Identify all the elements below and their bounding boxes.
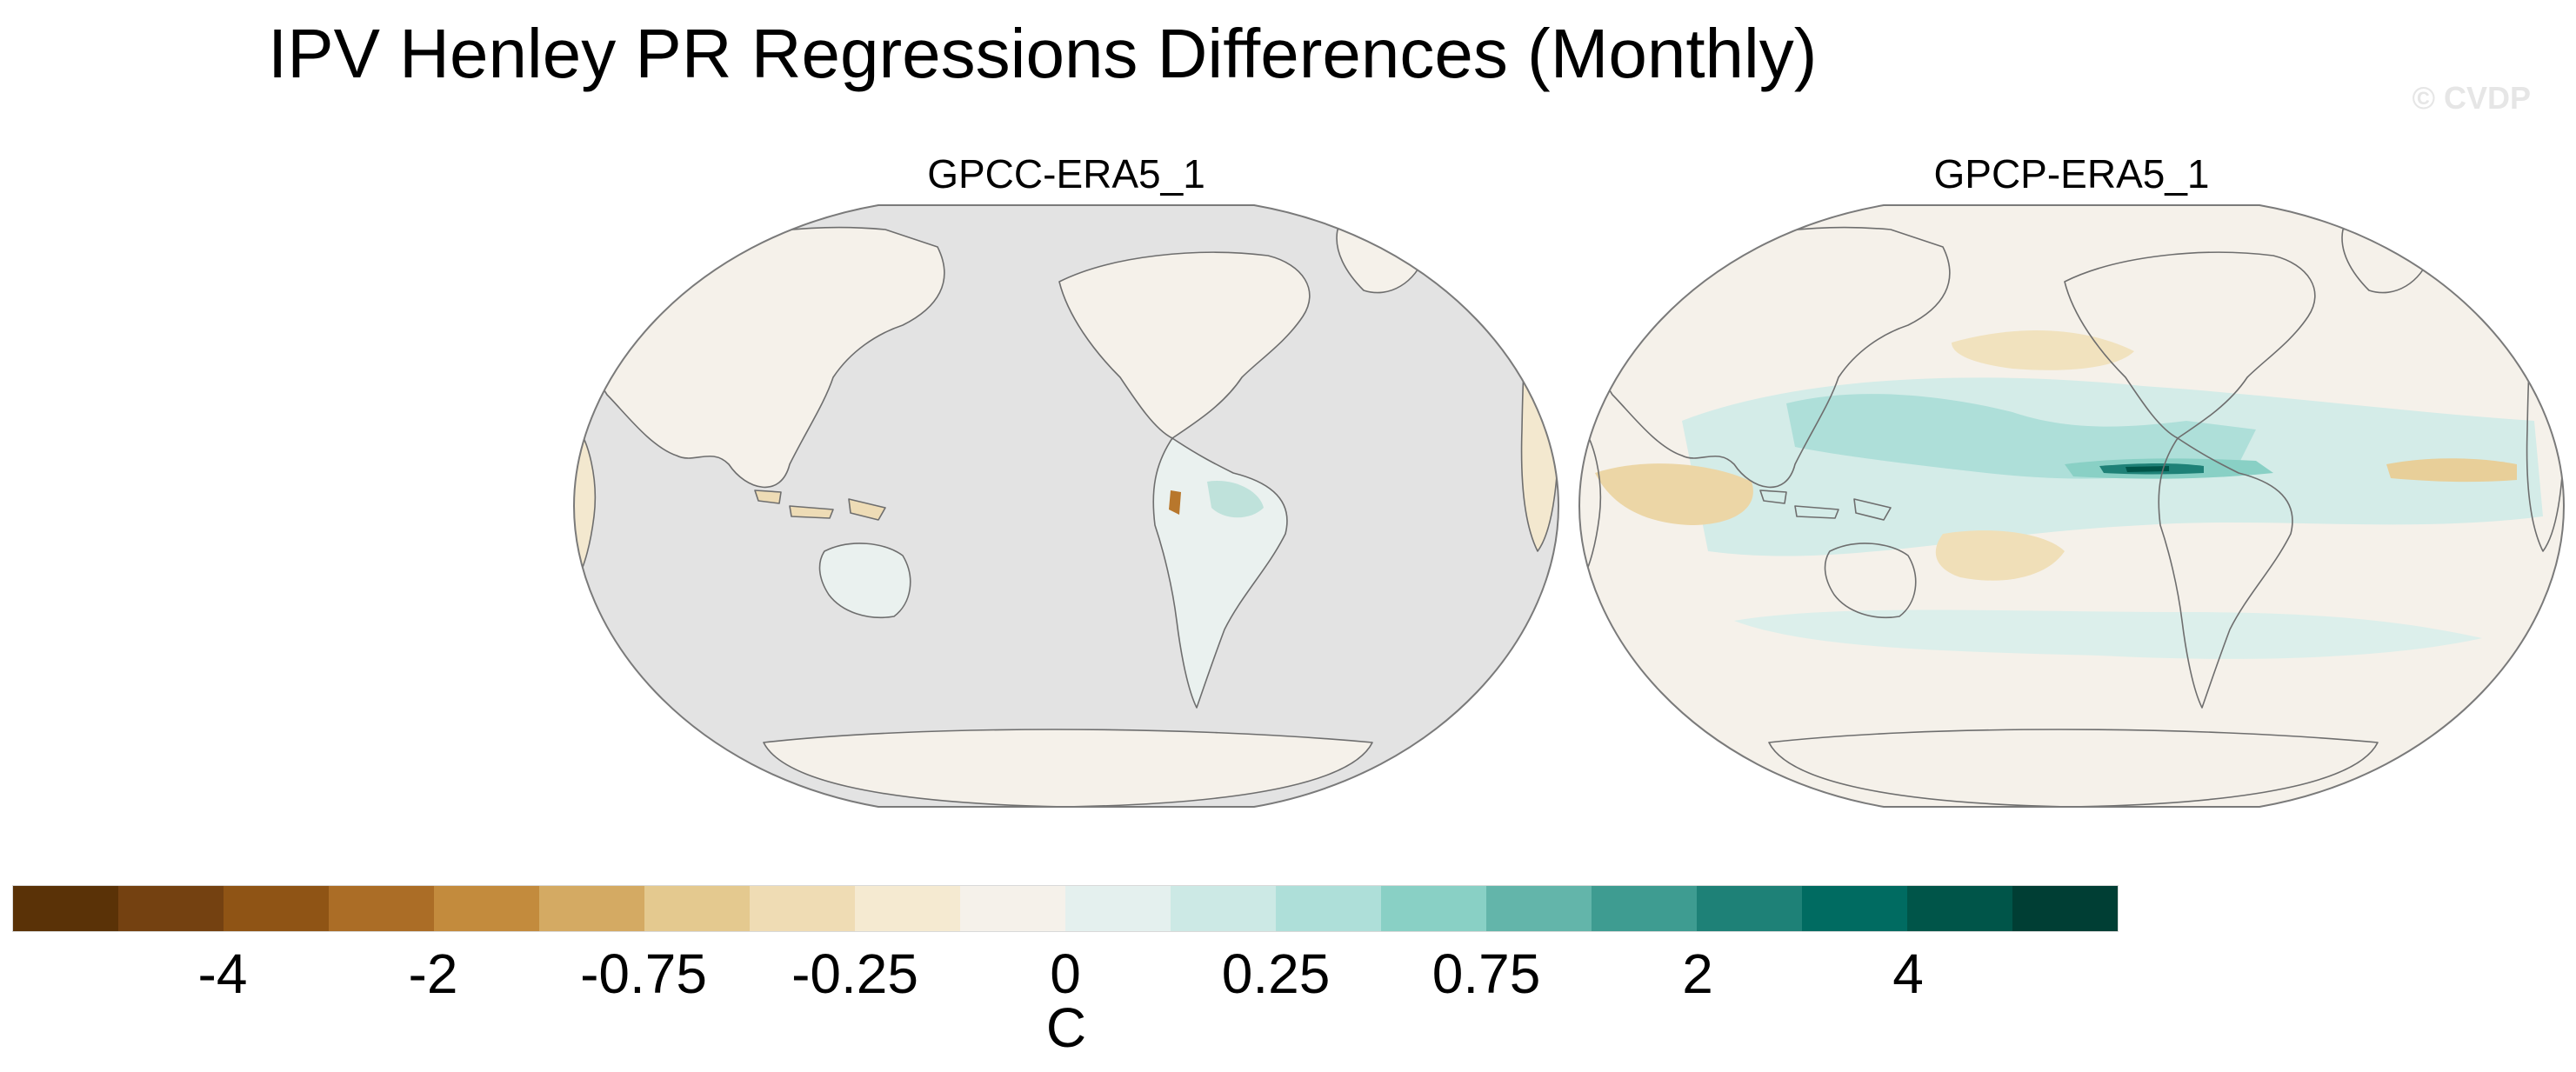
colorbar-bin <box>1592 886 1697 931</box>
colorbar-bin <box>960 886 1065 931</box>
coastline-south-america <box>2158 437 2293 709</box>
colorbar-bin <box>855 886 960 931</box>
colorbar-bin <box>1171 886 1276 931</box>
colorbar-tick: -0.75 <box>580 942 707 1005</box>
landmass-north-america <box>1058 251 1311 439</box>
colorbar-units: C <box>1045 996 1087 1059</box>
colorbar-bin <box>118 886 224 931</box>
coastline-australia <box>1824 543 1917 619</box>
colorbar-bin <box>644 886 750 931</box>
colorbar-bin <box>224 886 329 931</box>
colorbar <box>12 885 2119 932</box>
colorbar-tick: 4 <box>1892 942 1924 1005</box>
map-panel-gpcp <box>1578 204 2566 808</box>
panel-title-gpcp: GPCP-ERA5_1 <box>1933 151 2210 196</box>
colorbar-bin <box>1697 886 1802 931</box>
amazon-anomaly <box>1207 481 1264 518</box>
panel-title-gpcc: GPCC-ERA5_1 <box>927 151 1205 196</box>
colorbar-bin <box>1802 886 1907 931</box>
colorbar-bin <box>434 886 539 931</box>
colorbar-tick: -4 <box>197 942 248 1005</box>
colorbar-tick: -0.25 <box>791 942 918 1005</box>
itcz-core-dark <box>2126 466 2169 472</box>
colorbar-bin <box>13 886 118 931</box>
landmass-islands <box>754 489 886 521</box>
colorbar-bin <box>750 886 855 931</box>
coastline-islands <box>1759 489 1892 521</box>
colorbar-bin <box>2012 886 2118 931</box>
colorbar-tick: 0.75 <box>1431 942 1541 1005</box>
landmass-antarctica <box>763 729 1373 807</box>
landmass-australia <box>818 543 911 619</box>
coastline-asia <box>1598 226 1951 489</box>
colorbar-bin <box>1381 886 1486 931</box>
map-panel-gpcc <box>572 204 1560 808</box>
andes-anomaly <box>1169 490 1181 515</box>
colorbar-bin <box>1486 886 1592 931</box>
colorbar-tick: 0.25 <box>1221 942 1331 1005</box>
colorbar-bin <box>539 886 644 931</box>
watermark: © CVDP <box>2412 80 2531 116</box>
colorbar-bin <box>1907 886 2012 931</box>
figure-title: IPV Henley PR Regressions Differences (M… <box>268 15 1818 92</box>
colorbar-bin <box>329 886 434 931</box>
south-pacific-dry <box>1935 530 2065 581</box>
atlantic-dry <box>2386 458 2517 483</box>
north-pacific-dry <box>1952 330 2134 370</box>
coastline-north-america <box>2064 251 2316 439</box>
colorbar-bin <box>1065 886 1171 931</box>
coastline-antarctica <box>1768 729 2379 807</box>
indian-ocean-dry <box>1595 463 1753 525</box>
colorbar-tick: -2 <box>408 942 458 1005</box>
equatorial-anomaly-mid <box>1786 394 2256 479</box>
southern-ocean-teal <box>1734 609 2482 659</box>
colorbar-bin <box>1276 886 1381 931</box>
colorbar-tick: 2 <box>1682 942 1713 1005</box>
colorbar-tick: 0 <box>1050 942 1081 1005</box>
